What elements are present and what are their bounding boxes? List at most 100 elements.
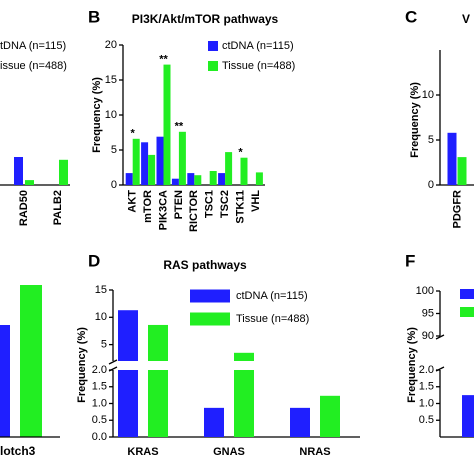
y-tick-label: 90: [422, 330, 434, 342]
bar: [320, 395, 340, 437]
y-tick-label: 2.0: [419, 364, 434, 376]
bar: [59, 159, 68, 185]
bar: [125, 173, 133, 185]
bar: [290, 407, 310, 437]
y-tick-label: 10: [105, 109, 117, 121]
x-tick-label: mTOR: [142, 190, 154, 223]
bar: [148, 154, 156, 185]
bar: [255, 172, 263, 185]
legend-swatch: [460, 307, 474, 317]
x-tick-label: PTEN: [173, 190, 185, 219]
y-axis-label: Frequency (%): [406, 327, 418, 403]
x-tick-label: TSC1: [204, 190, 216, 218]
bar: [148, 370, 168, 437]
y-tick-label: 1.5: [92, 381, 107, 393]
x-tick-label: RICTOR: [188, 190, 200, 232]
bar: [218, 173, 226, 185]
y-tick-label: 0: [428, 179, 434, 191]
x-tick-label: VHL: [250, 190, 262, 212]
y-tick-label: 0.0: [92, 431, 107, 443]
axis-break: [435, 334, 445, 340]
bar-upper: [234, 352, 254, 361]
chart-title: PI3K/Akt/mTOR pathways: [132, 12, 279, 26]
bar: [462, 395, 474, 437]
legend-label: ctDNA (n=115): [222, 40, 294, 52]
y-axis-label: Frequency (%): [409, 82, 421, 158]
fragment-bar: [20, 285, 42, 437]
bar: [187, 173, 195, 185]
bar: [178, 131, 186, 185]
legend-swatch: [208, 61, 218, 71]
y-tick-label: 5: [111, 144, 117, 156]
chart-title: RAS pathways: [163, 258, 247, 272]
x-tick-label: GNAS: [213, 446, 245, 458]
significance-mark: **: [175, 121, 184, 133]
y-tick-label: 0.5: [92, 414, 107, 426]
y-tick-label: 95: [422, 307, 434, 319]
bar: [234, 370, 254, 437]
bar: [171, 178, 179, 185]
panel-label: F: [405, 251, 415, 270]
x-tick-label: TSC2: [219, 190, 231, 218]
significance-mark: *: [131, 128, 136, 140]
y-tick-label: 2.0: [92, 364, 107, 376]
bar-upper: [148, 324, 168, 361]
legend-swatch: [208, 41, 218, 51]
legend-label: issue (n=488): [0, 60, 67, 72]
legend-swatch: [460, 289, 474, 299]
x-tick-label: lotch3: [0, 444, 36, 458]
y-tick-label: 15: [95, 284, 107, 296]
significance-mark: *: [238, 147, 243, 159]
bar: [240, 157, 248, 185]
bar: [457, 157, 467, 185]
x-tick-label: KRAS: [127, 446, 158, 458]
panel-label: B: [88, 7, 100, 26]
bar: [141, 142, 149, 185]
bar: [132, 138, 140, 185]
y-tick-label: 1.5: [419, 381, 434, 393]
legend-label: ctDNA (n=115): [236, 290, 308, 302]
x-tick-label: NRAS: [299, 446, 330, 458]
bar: [118, 370, 138, 437]
bar: [225, 152, 233, 185]
y-tick-label: 0: [111, 179, 117, 191]
y-tick-label: 5: [101, 339, 107, 351]
y-tick-label: 20: [105, 39, 117, 51]
x-tick-label: PDGFR: [451, 190, 463, 229]
y-tick-label: 10: [95, 311, 107, 323]
legend-label: Tissue (n=488): [222, 60, 295, 72]
y-tick-label: 100: [416, 285, 434, 297]
legend-swatch: [190, 312, 230, 326]
panel-label: D: [88, 251, 100, 270]
bar: [204, 407, 224, 437]
legend-label: tDNA (n=115): [0, 40, 66, 52]
bar-upper: [118, 310, 138, 361]
y-tick-label: 1.0: [92, 397, 107, 409]
bar: [209, 171, 217, 185]
bar: [25, 180, 34, 185]
y-tick-label: 1.0: [419, 397, 434, 409]
y-tick-label: 10: [422, 89, 434, 101]
y-tick-label: 0.5: [419, 414, 434, 426]
significance-mark: **: [159, 54, 168, 66]
legend-label: Tissue (n=488): [236, 313, 309, 325]
panel-label: C: [405, 7, 417, 26]
x-tick-label: PIK3CA: [157, 190, 169, 230]
y-tick-label: 15: [105, 74, 117, 86]
bar: [14, 157, 23, 185]
legend-swatch: [190, 289, 230, 303]
y-tick-label: 5: [428, 134, 434, 146]
x-tick-label: RAD50: [18, 190, 30, 226]
y-axis-label: Frequency (%): [91, 77, 103, 153]
bar: [447, 132, 457, 185]
bar: [163, 64, 171, 185]
axis-break: [108, 359, 118, 365]
bar: [194, 175, 202, 185]
x-tick-label: AKT: [127, 190, 139, 213]
chart-title: V: [462, 12, 470, 26]
x-tick-label: PALB2: [52, 190, 64, 225]
y-axis-label: Frequency (%): [76, 327, 88, 403]
bar: [156, 136, 164, 185]
fragment-bar: [0, 325, 10, 437]
